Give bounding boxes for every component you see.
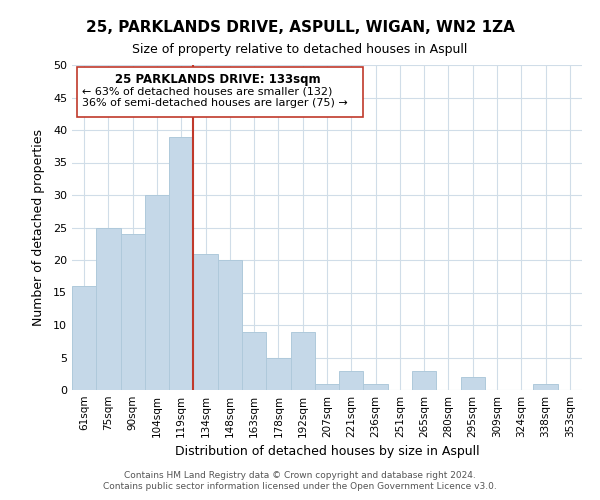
Bar xyxy=(121,234,145,390)
Bar xyxy=(145,195,169,390)
Bar xyxy=(218,260,242,390)
Bar xyxy=(169,136,193,390)
Text: 25 PARKLANDS DRIVE: 133sqm: 25 PARKLANDS DRIVE: 133sqm xyxy=(115,73,320,86)
FancyBboxPatch shape xyxy=(77,66,363,117)
Bar xyxy=(315,384,339,390)
Text: 25, PARKLANDS DRIVE, ASPULL, WIGAN, WN2 1ZA: 25, PARKLANDS DRIVE, ASPULL, WIGAN, WN2 … xyxy=(86,20,514,35)
Bar xyxy=(412,370,436,390)
Y-axis label: Number of detached properties: Number of detached properties xyxy=(32,129,44,326)
Bar xyxy=(72,286,96,390)
Bar xyxy=(461,377,485,390)
Text: Size of property relative to detached houses in Aspull: Size of property relative to detached ho… xyxy=(133,42,467,56)
Bar xyxy=(96,228,121,390)
Bar xyxy=(364,384,388,390)
Bar xyxy=(242,332,266,390)
Text: 36% of semi-detached houses are larger (75) →: 36% of semi-detached houses are larger (… xyxy=(82,98,348,108)
Bar xyxy=(533,384,558,390)
Text: ← 63% of detached houses are smaller (132): ← 63% of detached houses are smaller (13… xyxy=(82,86,332,96)
X-axis label: Distribution of detached houses by size in Aspull: Distribution of detached houses by size … xyxy=(175,446,479,458)
Bar xyxy=(339,370,364,390)
Text: Contains HM Land Registry data © Crown copyright and database right 2024.: Contains HM Land Registry data © Crown c… xyxy=(124,471,476,480)
Text: Contains public sector information licensed under the Open Government Licence v3: Contains public sector information licen… xyxy=(103,482,497,491)
Bar xyxy=(290,332,315,390)
Bar xyxy=(193,254,218,390)
Bar xyxy=(266,358,290,390)
